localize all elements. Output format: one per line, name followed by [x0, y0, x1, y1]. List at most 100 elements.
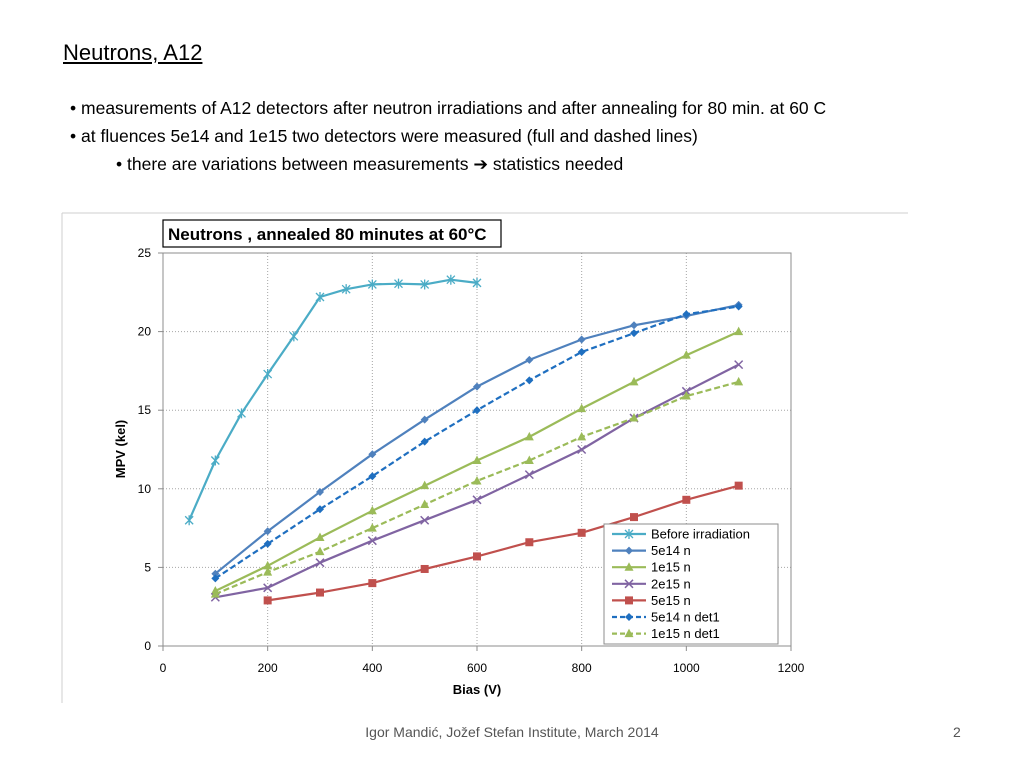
legend-label: 5e14 n det1	[651, 610, 720, 625]
series-line	[267, 484, 739, 602]
chart-title: Neutrons , annealed 80 minutes at 60°C	[168, 225, 487, 244]
legend-marker	[625, 596, 633, 605]
data-point	[524, 431, 534, 441]
data-point	[629, 413, 639, 422]
y-tick-label: 0	[144, 639, 151, 653]
data-point	[237, 408, 246, 419]
series-1e15-n	[210, 326, 744, 595]
sub-bullet-item: • there are variations between measureme…	[70, 150, 826, 178]
data-point	[577, 528, 586, 537]
data-point	[629, 376, 639, 386]
data-point	[263, 560, 273, 570]
series-line	[188, 278, 478, 521]
legend-marker	[625, 546, 633, 555]
x-tick-label: 1000	[673, 661, 700, 675]
data-point	[682, 495, 691, 504]
bullet-marker: •	[116, 154, 123, 174]
y-tick-label: 20	[138, 325, 152, 339]
data-point	[263, 539, 272, 548]
data-point	[524, 470, 534, 480]
data-point	[472, 495, 482, 505]
legend-label: 5e15 n	[651, 593, 691, 608]
bullet-text: measurements of A12 detectors after neut…	[81, 98, 827, 118]
legend-entry: 5e15 n	[612, 593, 691, 608]
data-point	[472, 277, 482, 288]
data-point	[263, 596, 272, 605]
data-point	[184, 515, 194, 526]
legend-label: 2e15 n	[651, 576, 691, 591]
bullet-marker: •	[70, 98, 77, 118]
data-point	[316, 487, 324, 496]
data-point	[316, 505, 324, 514]
y-axis-label: MPV (kel)	[113, 420, 128, 479]
data-point	[315, 292, 325, 303]
bullet-list: • measurements of A12 detectors after ne…	[70, 94, 826, 178]
data-point	[630, 513, 638, 522]
data-point	[524, 455, 534, 465]
x-axis-label: Bias (V)	[453, 682, 501, 697]
y-tick-label: 15	[138, 403, 152, 417]
data-point	[525, 538, 534, 547]
chart-title-box: Neutrons , annealed 80 minutes at 60°C	[162, 219, 502, 248]
bullet-marker: •	[70, 126, 77, 146]
legend-marker	[624, 628, 634, 638]
data-point	[211, 574, 220, 583]
series-line	[214, 380, 739, 596]
data-point	[420, 437, 429, 446]
data-point	[420, 279, 430, 290]
data-point	[577, 348, 586, 357]
data-point	[315, 558, 325, 568]
series-lines	[184, 274, 744, 605]
bullet-item: • measurements of A12 detectors after ne…	[70, 94, 826, 122]
data-point	[368, 450, 377, 459]
data-point	[473, 552, 481, 561]
x-tick-label: 1200	[778, 661, 805, 675]
bullet-text: at fluences 5e14 and 1e15 two detectors …	[81, 126, 698, 146]
legend-entry: Before irradiation	[612, 527, 750, 542]
data-point	[341, 284, 351, 295]
data-point	[577, 335, 586, 344]
data-point	[446, 274, 456, 285]
y-tick-label: 5	[144, 560, 151, 574]
legend-entry: 1e15 n det1	[612, 626, 720, 641]
data-point	[211, 569, 220, 578]
legend-entry: 5e14 n	[612, 543, 691, 558]
data-point	[630, 329, 638, 338]
data-point	[734, 376, 744, 386]
legend-entry: 2e15 n	[612, 576, 691, 591]
data-point	[263, 567, 273, 576]
right-arrow-icon: ➔	[473, 154, 488, 174]
legend-entry: 1e15 n	[612, 560, 691, 575]
data-point	[681, 350, 691, 359]
footer-credit: Igor Mandić, Jožef Stefan Institute, Mar…	[365, 724, 659, 740]
data-point	[315, 532, 325, 542]
series-5e14-n-det1	[211, 302, 743, 583]
data-point	[473, 382, 481, 391]
legend-marker	[624, 562, 634, 571]
data-point	[394, 278, 403, 289]
data-point	[420, 480, 430, 490]
data-point	[210, 589, 220, 598]
data-point	[367, 523, 377, 532]
slide-title: Neutrons, A12	[63, 40, 203, 65]
data-point	[315, 546, 325, 556]
data-point	[420, 499, 430, 509]
data-point	[577, 431, 587, 441]
legend-label: 1e15 n det1	[651, 626, 720, 641]
legend-label: 5e14 n	[651, 543, 691, 558]
y-tick-label: 25	[138, 246, 152, 260]
bullet-item: • at fluences 5e14 and 1e15 two detector…	[70, 122, 826, 150]
data-point	[420, 415, 429, 424]
data-point	[473, 406, 481, 415]
data-point	[734, 326, 744, 336]
data-point	[210, 455, 220, 466]
data-point	[525, 355, 534, 364]
legend-entry: 5e14 n det1	[612, 610, 720, 625]
data-point	[682, 310, 691, 319]
series-5e15-n	[263, 481, 743, 605]
data-point	[367, 536, 377, 546]
data-point	[681, 391, 691, 400]
series-before-irradiation	[184, 274, 482, 526]
data-point	[420, 564, 429, 573]
